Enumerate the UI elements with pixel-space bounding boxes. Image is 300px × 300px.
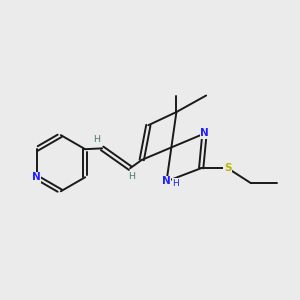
Text: N: N bbox=[200, 128, 209, 139]
Text: H: H bbox=[172, 178, 179, 188]
Text: N: N bbox=[32, 172, 41, 182]
Text: S: S bbox=[224, 163, 231, 173]
Text: N: N bbox=[162, 176, 171, 186]
Text: H: H bbox=[93, 135, 100, 144]
Text: H: H bbox=[128, 172, 135, 181]
